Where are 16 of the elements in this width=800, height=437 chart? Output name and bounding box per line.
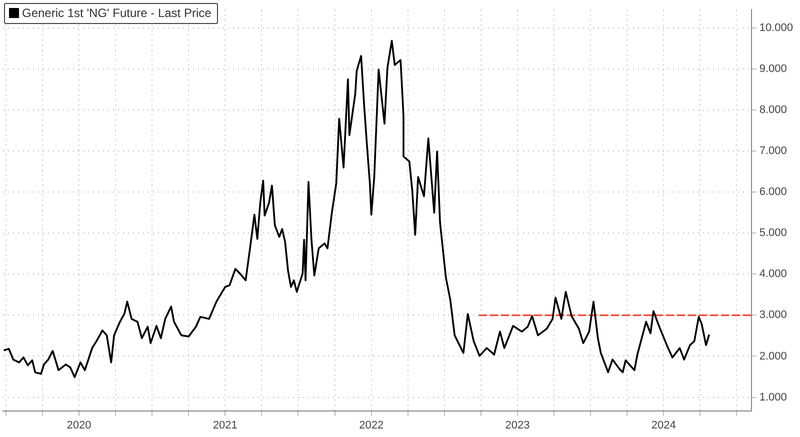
x-tick-label: 2022: [359, 419, 384, 432]
y-tick-label: 1.000: [759, 391, 787, 404]
y-tick-label: 2.000: [759, 350, 787, 362]
y-tick-label: 6.000: [759, 186, 787, 198]
y-tick-label: 5.000: [759, 227, 787, 240]
y-tick-label: 10.000: [759, 22, 794, 34]
y-tick-label: 3.000: [759, 309, 787, 322]
x-tick-label: 2020: [66, 419, 92, 432]
y-tick-label: 8.000: [759, 104, 787, 116]
y-tick-label: 7.000: [759, 145, 787, 158]
y-tick-label: 9.000: [759, 63, 787, 76]
x-tick-label: 2021: [212, 419, 238, 432]
y-tick-label: 4.000: [759, 268, 787, 280]
x-tick-label: 2024: [651, 419, 676, 432]
legend-label: Generic 1st 'NG' Future - Last Price: [22, 6, 212, 20]
x-tick-label: 2023: [505, 419, 530, 432]
